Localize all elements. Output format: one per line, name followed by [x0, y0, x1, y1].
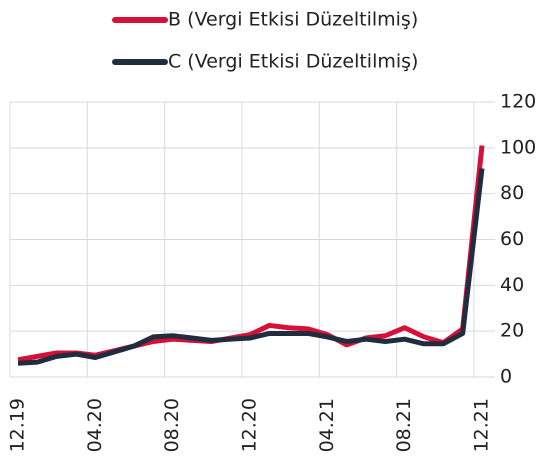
data-line	[17, 168, 485, 366]
x-tick-label: 12.19	[7, 398, 29, 452]
x-tick-label: 08.20	[161, 398, 183, 452]
y-tick-label: 20	[500, 320, 524, 342]
legend-label: B (Vergi Etkisi Düzeltilmiş)	[168, 9, 418, 31]
y-tick-label: 100	[500, 136, 536, 158]
x-tick-label: 12.20	[239, 398, 261, 452]
y-tick-label: 120	[500, 91, 536, 113]
y-tick-label: 60	[500, 228, 524, 250]
y-tick-label: 80	[500, 182, 524, 204]
y-tick-label: 0	[500, 366, 512, 388]
y-tick-label: 40	[500, 274, 524, 296]
legend-label: C (Vergi Etkisi Düzeltilmiş)	[168, 51, 418, 73]
x-tick-label: 04.21	[316, 398, 338, 452]
x-tick-label: 08.21	[393, 398, 415, 452]
x-tick-label: 12.21	[471, 398, 493, 452]
x-tick-label: 04.20	[84, 398, 106, 452]
